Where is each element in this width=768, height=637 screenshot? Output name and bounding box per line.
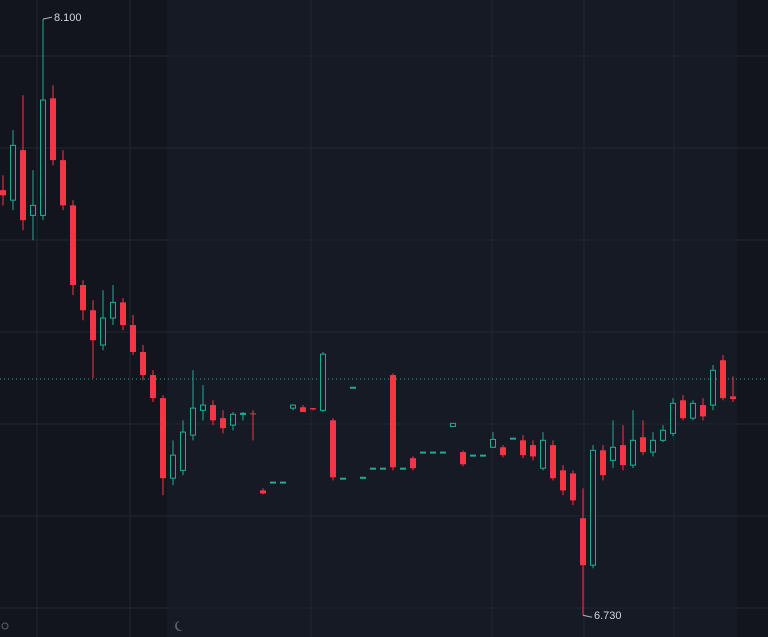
candle-body bbox=[170, 454, 176, 479]
candle-body bbox=[570, 473, 576, 501]
session-shade bbox=[737, 0, 768, 637]
candle-body bbox=[590, 449, 596, 566]
candle-body bbox=[520, 440, 526, 456]
candle-body bbox=[510, 437, 516, 440]
candle-body bbox=[690, 402, 696, 419]
candle-body bbox=[420, 451, 426, 454]
candle-body bbox=[150, 375, 156, 399]
candle-body bbox=[360, 476, 366, 479]
candle-body bbox=[270, 481, 276, 484]
candle-body bbox=[160, 398, 166, 479]
candle-body bbox=[390, 375, 396, 468]
candle-body bbox=[470, 454, 476, 457]
candle-body bbox=[720, 360, 726, 399]
candle-body bbox=[260, 490, 266, 494]
candle-body bbox=[540, 439, 546, 469]
candle-body bbox=[230, 413, 236, 426]
candle-body bbox=[290, 404, 296, 409]
candle-body bbox=[730, 396, 736, 399]
candle-body bbox=[130, 325, 136, 353]
candle-body bbox=[600, 450, 606, 476]
candle-body bbox=[220, 418, 226, 429]
candle-body bbox=[120, 302, 126, 326]
candle-body bbox=[530, 445, 536, 457]
candle-body bbox=[460, 452, 466, 465]
candle-body bbox=[440, 451, 446, 454]
candle-body bbox=[80, 284, 86, 311]
candle-body bbox=[610, 446, 616, 461]
candle-body bbox=[190, 407, 196, 436]
candle-body bbox=[450, 422, 456, 427]
candle-body bbox=[490, 438, 496, 448]
candle-body bbox=[200, 404, 206, 411]
candle-body bbox=[620, 445, 626, 466]
candle-body bbox=[110, 301, 116, 319]
candle-body bbox=[380, 467, 386, 470]
candle-body bbox=[630, 439, 636, 466]
candle-body bbox=[560, 470, 566, 491]
candle-body bbox=[640, 437, 646, 453]
session-icon bbox=[175, 621, 183, 632]
candle-body bbox=[100, 317, 106, 346]
candle-body bbox=[580, 518, 586, 566]
candle-body bbox=[400, 467, 406, 470]
candle-body bbox=[240, 412, 246, 415]
low-label: 6.730 bbox=[594, 610, 622, 622]
candle-body bbox=[70, 205, 76, 285]
candle-body bbox=[480, 454, 486, 457]
candle-body bbox=[670, 402, 676, 434]
candle-body bbox=[180, 431, 186, 471]
candle-body bbox=[0, 190, 6, 196]
candle-body bbox=[210, 405, 216, 421]
candle-body bbox=[370, 467, 376, 470]
candle-body bbox=[310, 408, 316, 410]
candle-body bbox=[20, 150, 26, 221]
candle-body bbox=[680, 400, 686, 419]
candle-body bbox=[410, 458, 416, 469]
candle-body bbox=[10, 144, 16, 201]
candle-body bbox=[250, 413, 256, 415]
candle-body bbox=[500, 447, 506, 456]
candle-body bbox=[340, 477, 346, 480]
candle-body bbox=[650, 439, 656, 453]
high-leader bbox=[42, 16, 53, 20]
high-label: 8.100 bbox=[54, 12, 82, 24]
candle-body bbox=[140, 352, 146, 376]
candle-body bbox=[90, 310, 96, 341]
candle-body bbox=[550, 445, 556, 479]
candle-body bbox=[430, 451, 436, 454]
candle-body bbox=[50, 98, 56, 161]
candle-body bbox=[280, 481, 286, 484]
candle-body bbox=[40, 99, 46, 216]
candle-body bbox=[60, 160, 66, 206]
candle-body bbox=[330, 420, 336, 478]
low-leader bbox=[582, 614, 593, 618]
plot: 8.100 6.730 bbox=[0, 12, 736, 622]
candle-body bbox=[350, 386, 356, 389]
candle-body bbox=[660, 429, 666, 441]
candle-body bbox=[710, 369, 716, 406]
candle-body bbox=[30, 204, 36, 216]
session-icon bbox=[1, 622, 9, 630]
candle-body bbox=[700, 405, 706, 417]
candle-body bbox=[320, 353, 326, 411]
candle-body bbox=[300, 407, 306, 413]
